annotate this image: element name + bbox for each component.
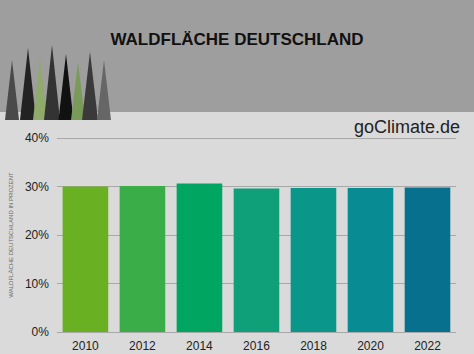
svg-text:30%: 30% [25,180,49,194]
svg-text:10%: 10% [25,277,49,291]
svg-text:40%: 40% [25,131,49,145]
svg-text:goClimate.de: goClimate.de [354,117,460,137]
svg-text:2014: 2014 [186,339,213,353]
svg-text:WALDFLÄCHE DEUTSCHLAND IN PROZ: WALDFLÄCHE DEUTSCHLAND IN PROZENT [8,172,14,298]
svg-text:2012: 2012 [129,339,156,353]
svg-text:2022: 2022 [414,339,441,353]
svg-text:2020: 2020 [357,339,384,353]
svg-text:WALDFLÄCHE DEUTSCHLAND: WALDFLÄCHE DEUTSCHLAND [110,30,363,49]
svg-text:2016: 2016 [243,339,270,353]
svg-text:20%: 20% [25,228,49,242]
svg-text:2010: 2010 [72,339,99,353]
svg-text:2018: 2018 [300,339,327,353]
svg-text:0%: 0% [32,325,50,339]
